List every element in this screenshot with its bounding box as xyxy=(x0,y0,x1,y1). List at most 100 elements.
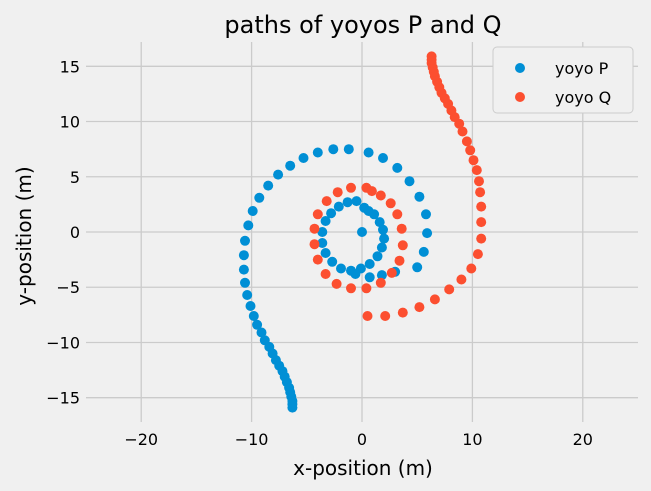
x-tick-label: 20 xyxy=(573,430,593,449)
data-point-q xyxy=(309,223,320,234)
y-tick-label: −10 xyxy=(46,333,80,352)
data-point-p xyxy=(245,301,256,311)
y-tick-label: 0 xyxy=(70,223,80,242)
data-point-p xyxy=(312,147,323,158)
data-point-p xyxy=(404,176,415,187)
data-point-q xyxy=(475,187,486,198)
data-point-q xyxy=(386,267,397,278)
data-point-q xyxy=(375,190,386,201)
data-point-p xyxy=(252,319,263,330)
data-point-p xyxy=(412,262,423,273)
data-point-p xyxy=(254,192,265,203)
legend-box xyxy=(492,46,634,114)
data-point-q xyxy=(397,240,408,251)
data-point-q xyxy=(397,307,408,318)
data-point-q xyxy=(429,294,440,305)
data-point-q xyxy=(471,165,482,176)
data-points xyxy=(238,51,487,413)
data-point-p xyxy=(328,144,339,155)
data-point-p xyxy=(414,191,425,202)
data-point-q xyxy=(331,278,342,289)
data-point-p xyxy=(240,277,250,288)
data-point-p xyxy=(363,147,374,158)
data-point-q xyxy=(309,239,320,250)
y-axis-label: y-position (m) xyxy=(12,166,36,305)
y-tick-label: 15 xyxy=(60,57,80,76)
data-point-p xyxy=(379,233,390,244)
data-point-p xyxy=(378,153,388,163)
data-point-q xyxy=(472,249,483,260)
chart-title: paths of yoyos P and Q xyxy=(224,11,501,39)
y-tick-label: 10 xyxy=(60,113,80,132)
x-tick-label: 0 xyxy=(357,430,367,449)
data-point-p xyxy=(240,235,250,246)
data-point-p xyxy=(243,220,254,231)
x-tick-label: −20 xyxy=(124,430,158,449)
y-tick-label: −5 xyxy=(56,278,80,297)
data-point-p xyxy=(248,311,259,321)
data-point-q xyxy=(375,277,386,288)
y-tick-label: −15 xyxy=(46,389,80,408)
data-point-p xyxy=(320,248,331,258)
data-point-p xyxy=(336,263,346,274)
data-point-p xyxy=(421,209,431,220)
data-point-p xyxy=(357,227,367,237)
data-point-p xyxy=(238,250,249,261)
x-tick-label: 10 xyxy=(462,430,482,449)
data-point-q xyxy=(380,311,391,321)
data-point-q xyxy=(361,283,372,294)
data-point-q xyxy=(312,209,323,220)
data-point-p xyxy=(317,238,328,248)
data-point-q xyxy=(392,209,403,220)
data-point-p xyxy=(247,206,258,216)
data-point-p xyxy=(350,269,361,279)
legend-marker xyxy=(515,92,525,102)
data-point-p xyxy=(378,224,388,235)
data-point-q xyxy=(466,263,477,274)
x-axis-label: x-position (m) xyxy=(293,456,433,480)
y-tick-label: 5 xyxy=(70,168,80,187)
data-point-q xyxy=(366,186,377,197)
data-point-p xyxy=(418,246,429,257)
data-point-p xyxy=(364,259,375,269)
data-point-q xyxy=(461,136,472,147)
data-point-p xyxy=(372,251,383,262)
data-point-p xyxy=(317,227,328,237)
data-point-p xyxy=(238,264,249,275)
data-point-q xyxy=(414,302,425,313)
data-point-p xyxy=(369,209,380,220)
data-point-p xyxy=(342,197,353,208)
data-point-p xyxy=(364,272,375,283)
data-point-q xyxy=(465,145,476,156)
tick-labels: −20 −10 0 10 20 −15 −10 −5 0 5 10 15 xyxy=(46,57,593,449)
legend-label: yoyo P xyxy=(555,59,609,78)
data-point-p xyxy=(343,144,354,155)
data-point-p xyxy=(273,169,284,180)
data-point-p xyxy=(422,228,433,239)
data-point-q xyxy=(312,254,323,265)
data-point-q xyxy=(456,274,467,285)
data-point-p xyxy=(285,160,296,171)
data-point-q xyxy=(346,182,356,193)
data-point-p xyxy=(298,153,309,163)
data-point-q xyxy=(426,51,437,62)
data-point-p xyxy=(320,216,331,226)
data-point-q xyxy=(346,283,356,294)
data-point-q xyxy=(396,223,407,234)
data-point-q xyxy=(394,255,405,266)
legend: yoyo P yoyo Q xyxy=(492,46,634,114)
data-point-q xyxy=(476,217,487,228)
data-point-p xyxy=(333,201,344,212)
data-point-p xyxy=(392,162,403,173)
data-point-p xyxy=(263,180,274,191)
data-point-p xyxy=(256,327,267,338)
data-point-p xyxy=(326,208,337,219)
data-point-q xyxy=(385,198,396,209)
data-point-p xyxy=(327,256,338,267)
data-point-p xyxy=(376,270,387,281)
data-point-p xyxy=(287,402,298,413)
data-point-p xyxy=(242,290,253,300)
data-point-p xyxy=(374,217,385,228)
data-point-q xyxy=(362,311,373,321)
data-point-q xyxy=(468,155,479,166)
